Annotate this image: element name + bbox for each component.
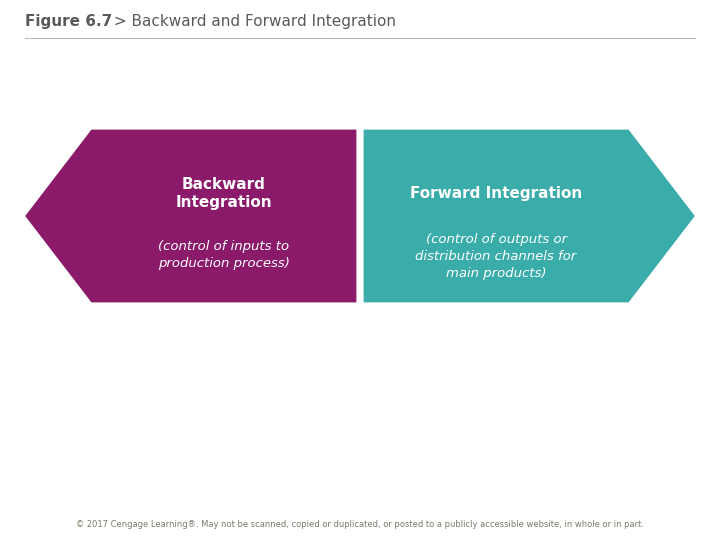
Text: Figure 6.7: Figure 6.7 (25, 14, 112, 29)
Text: > Backward and Forward Integration: > Backward and Forward Integration (109, 14, 397, 29)
Text: (control of outputs or
distribution channels for
main products): (control of outputs or distribution chan… (415, 233, 577, 280)
Text: (control of inputs to
production process): (control of inputs to production process… (158, 240, 290, 270)
Polygon shape (25, 130, 356, 302)
Text: Backward
Integration: Backward Integration (176, 177, 272, 210)
Polygon shape (364, 130, 695, 302)
Text: © 2017 Cengage Learning®. May not be scanned, copied or duplicated, or posted to: © 2017 Cengage Learning®. May not be sca… (76, 521, 644, 529)
Text: Forward Integration: Forward Integration (410, 186, 582, 201)
